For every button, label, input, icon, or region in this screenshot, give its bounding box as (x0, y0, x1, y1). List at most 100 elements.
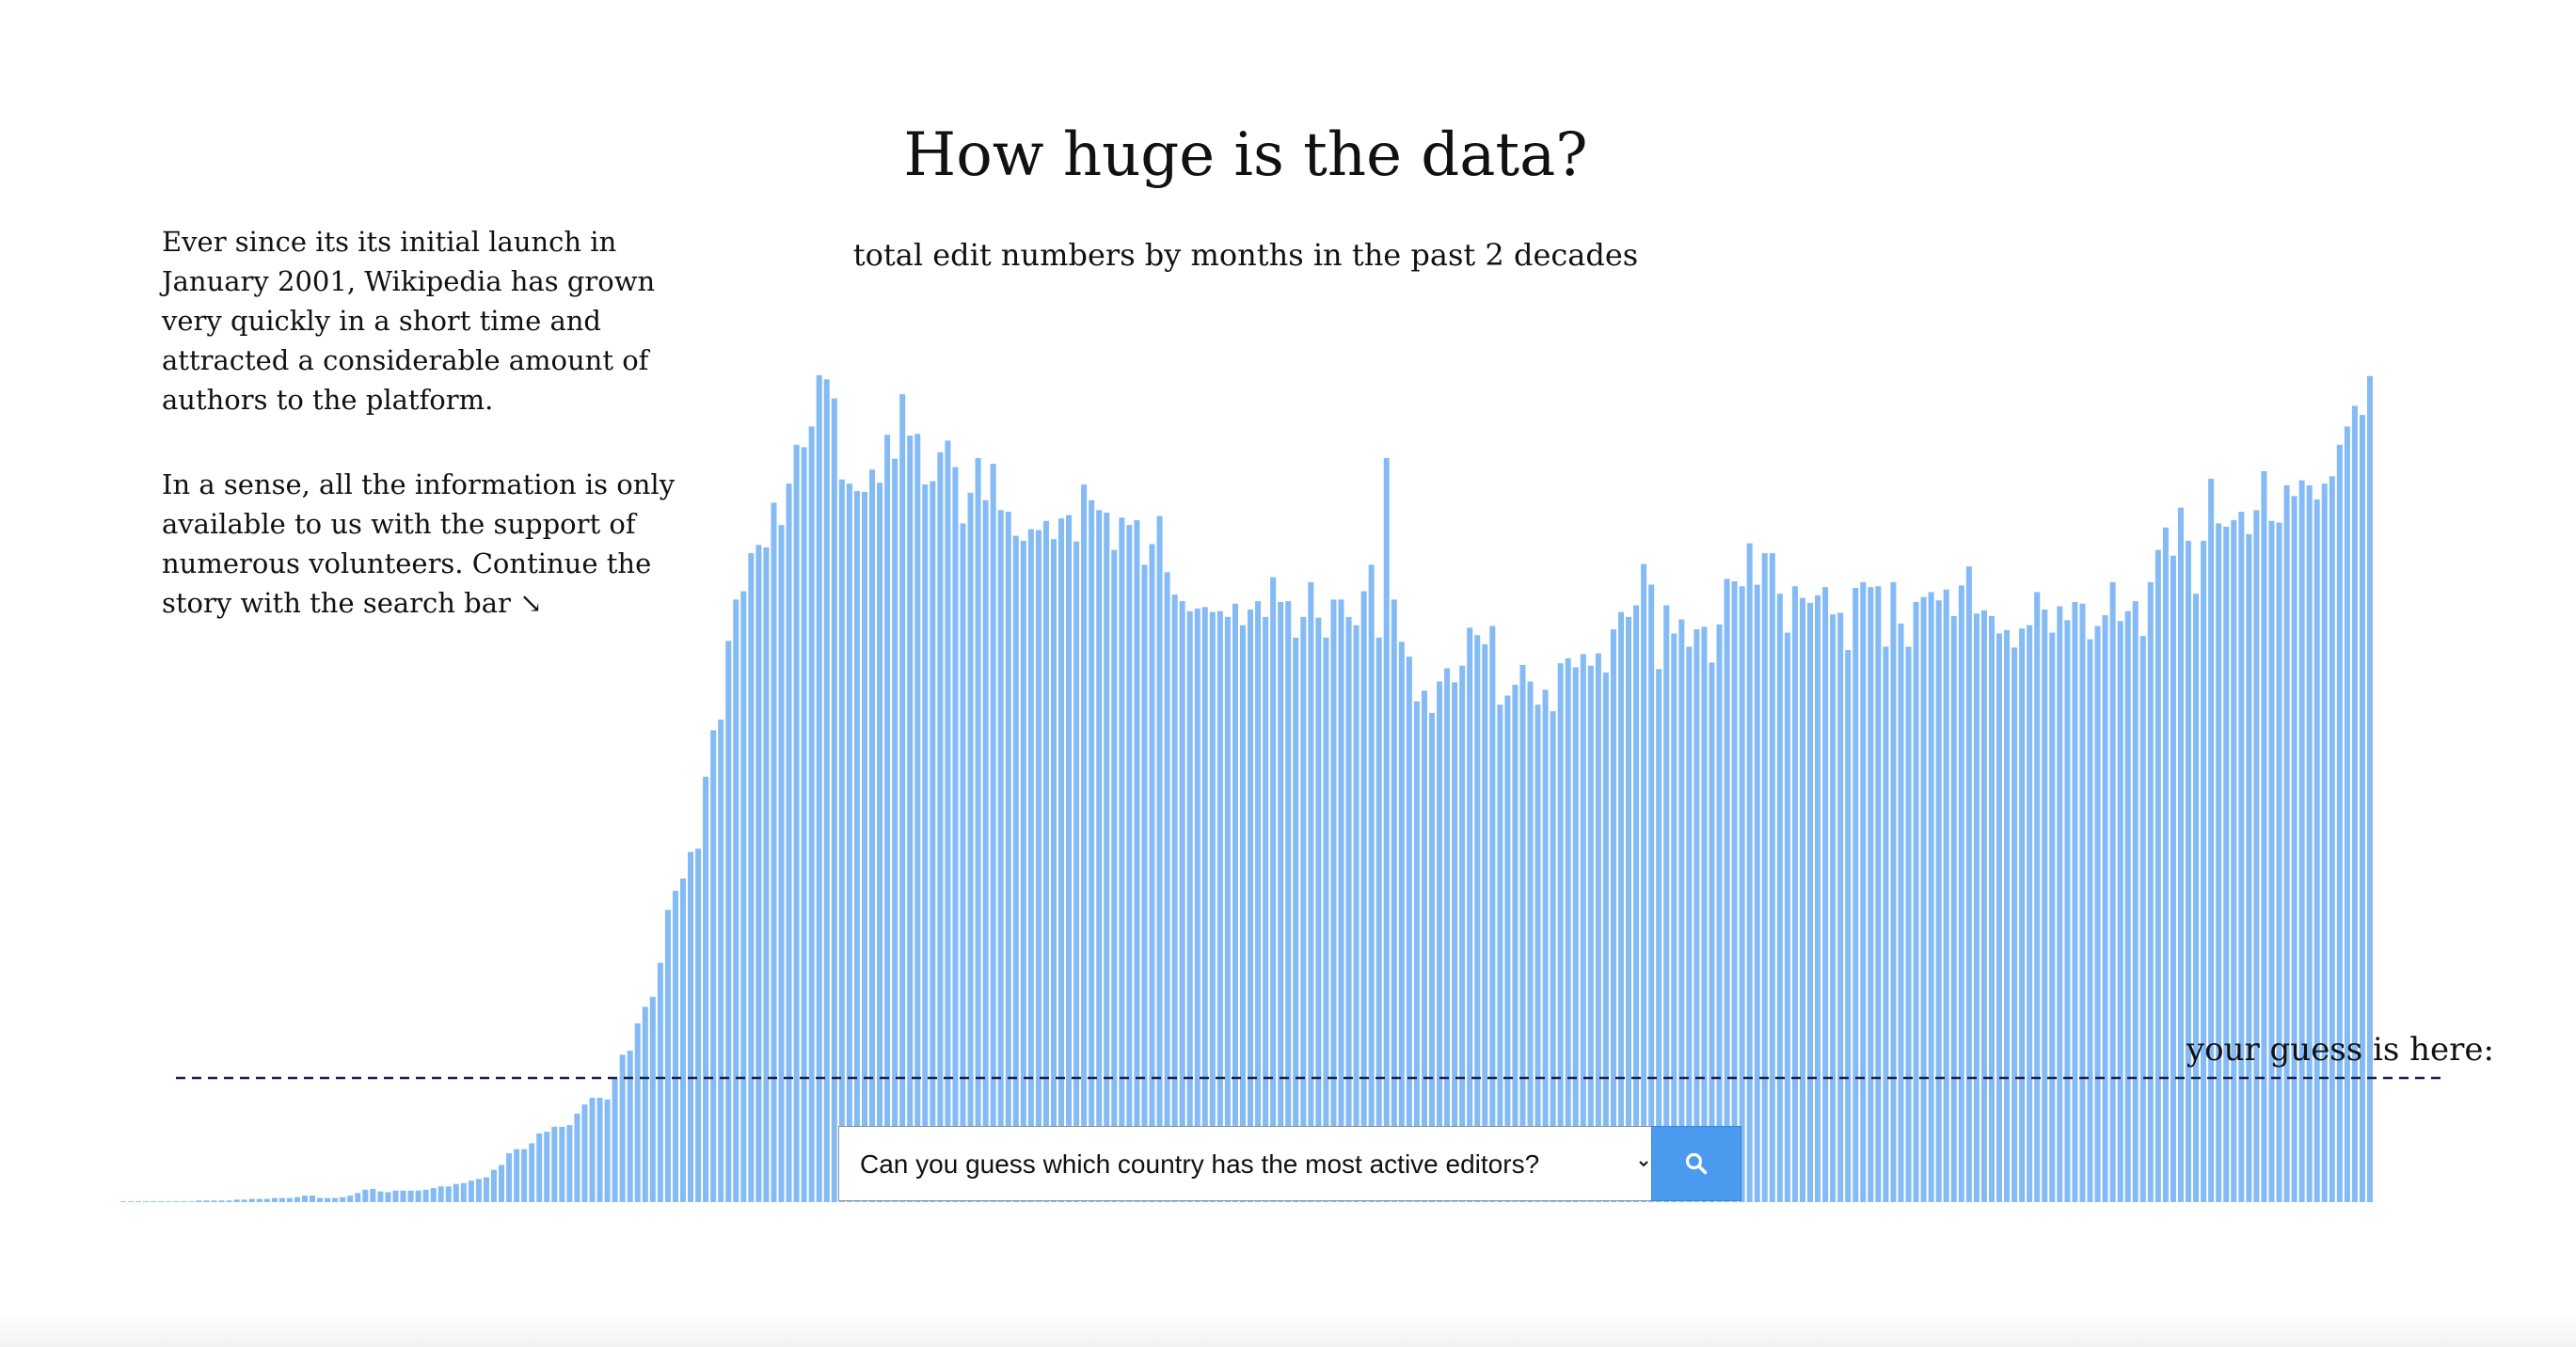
bar (1656, 669, 1662, 1202)
bar (1482, 643, 1488, 1202)
bar (892, 458, 898, 1202)
chart-subtitle: total edit numbers by months in the past… (852, 237, 1639, 273)
bar (1996, 633, 2003, 1202)
bar (2253, 510, 2260, 1202)
bar (506, 1153, 513, 1202)
bar (937, 452, 944, 1203)
bar (1572, 667, 1579, 1202)
bar (1504, 695, 1511, 1202)
bar (1096, 510, 1103, 1202)
bar (536, 1133, 543, 1202)
bar (2291, 496, 2298, 1202)
bar (1089, 499, 1095, 1202)
bar (2072, 602, 2078, 1202)
bar (1360, 591, 1367, 1202)
bottom-strip (0, 1313, 2576, 1347)
bar (1868, 587, 1874, 1202)
intro-paragraph-1: Ever since its its initial launch in Jan… (162, 226, 656, 416)
bar (846, 483, 852, 1202)
bar (1943, 589, 1949, 1202)
bar (460, 1182, 467, 1202)
bar (1776, 594, 1783, 1202)
bar (1216, 610, 1223, 1202)
bar (2193, 594, 2200, 1202)
bar (1746, 543, 1753, 1202)
bar (1057, 518, 1065, 1202)
bar (612, 1078, 618, 1202)
bar (1020, 540, 1026, 1202)
bar (861, 491, 867, 1202)
bar (271, 1197, 278, 1202)
bar (2034, 592, 2041, 1202)
bar (2102, 615, 2108, 1202)
bar (377, 1191, 384, 1202)
bar (286, 1197, 293, 1202)
bar (1201, 607, 1208, 1202)
bar (1602, 672, 1609, 1202)
bar (2064, 620, 2071, 1202)
bar (211, 1200, 217, 1202)
bar (143, 1201, 150, 1202)
bar (1815, 594, 1821, 1202)
bar (1633, 605, 1640, 1202)
bar (1587, 665, 1594, 1202)
bar (649, 996, 656, 1202)
bar (2261, 470, 2267, 1203)
bar (703, 776, 709, 1202)
bar (1739, 586, 1745, 1202)
bar (1194, 609, 1201, 1202)
bar (430, 1188, 437, 1202)
search-button[interactable] (1651, 1126, 1741, 1201)
bar (1035, 530, 1042, 1202)
bar (619, 1054, 626, 1202)
bar (2276, 522, 2282, 1202)
bar (1973, 613, 1980, 1202)
bar (1156, 515, 1163, 1202)
bar (1610, 629, 1616, 1202)
bar (1512, 685, 1519, 1202)
bar (310, 1195, 316, 1202)
bar (1534, 705, 1541, 1202)
bar (1027, 529, 1034, 1202)
bar (2117, 621, 2123, 1202)
bar (831, 398, 837, 1202)
bar (2027, 625, 2033, 1202)
bar (1353, 625, 1360, 1202)
bar (679, 878, 687, 1202)
bar (763, 547, 770, 1202)
bar (1005, 512, 1011, 1202)
bar (1648, 584, 1655, 1202)
bar (551, 1126, 558, 1202)
bar (1806, 602, 1814, 1202)
bar (1111, 549, 1118, 1202)
bar (2155, 549, 2161, 1202)
bar (642, 1006, 648, 1202)
guess-label: your guess is here: (2186, 1031, 2494, 1069)
bar (1527, 681, 1534, 1202)
country-select[interactable]: Can you guess which country has the most… (838, 1126, 1651, 1201)
bar (2049, 632, 2056, 1202)
bar (301, 1195, 309, 1202)
bar (589, 1098, 596, 1202)
bar (634, 1022, 641, 1202)
bar (2314, 499, 2320, 1202)
bar (672, 891, 678, 1202)
bar (1557, 663, 1564, 1202)
bar (196, 1200, 202, 1202)
bar (1965, 566, 1972, 1202)
bar (1323, 637, 1329, 1202)
bar (2231, 519, 2237, 1202)
bar (1239, 625, 1246, 1202)
bar (2087, 639, 2093, 1202)
bar (2283, 484, 2290, 1202)
bar (203, 1200, 210, 1202)
bar (1164, 572, 1170, 1202)
bar (1263, 616, 1269, 1202)
bar (1149, 544, 1155, 1202)
bar (188, 1201, 195, 1202)
bar (755, 545, 762, 1202)
bar (226, 1200, 232, 1202)
bar (392, 1190, 399, 1202)
bar (1860, 581, 1867, 1202)
bar (1950, 615, 1957, 1202)
